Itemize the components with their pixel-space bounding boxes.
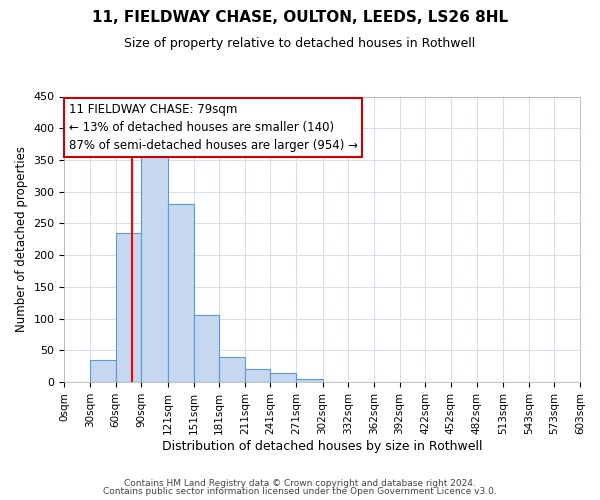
Y-axis label: Number of detached properties: Number of detached properties: [15, 146, 28, 332]
Text: Contains HM Land Registry data © Crown copyright and database right 2024.: Contains HM Land Registry data © Crown c…: [124, 478, 476, 488]
Bar: [168, 204, 194, 382]
Bar: [245, 370, 271, 382]
Text: 11, FIELDWAY CHASE, OULTON, LEEDS, LS26 8HL: 11, FIELDWAY CHASE, OULTON, LEEDS, LS26 …: [92, 10, 508, 25]
Bar: [271, 372, 296, 382]
X-axis label: Distribution of detached houses by size in Rothwell: Distribution of detached houses by size …: [162, 440, 482, 452]
Text: Size of property relative to detached houses in Rothwell: Size of property relative to detached ho…: [124, 38, 476, 51]
Text: 11 FIELDWAY CHASE: 79sqm
← 13% of detached houses are smaller (140)
87% of semi-: 11 FIELDWAY CHASE: 79sqm ← 13% of detach…: [68, 103, 358, 152]
Bar: [116, 233, 142, 382]
Bar: [296, 379, 323, 382]
Bar: [90, 360, 116, 382]
Text: Contains public sector information licensed under the Open Government Licence v3: Contains public sector information licen…: [103, 487, 497, 496]
Bar: [194, 316, 219, 382]
Bar: [219, 356, 245, 382]
Bar: [142, 150, 168, 382]
